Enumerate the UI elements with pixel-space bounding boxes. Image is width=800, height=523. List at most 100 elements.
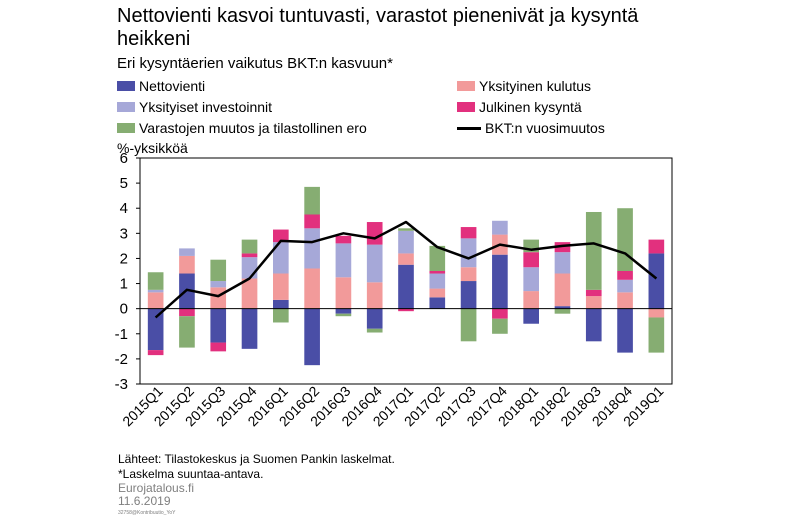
bar-segment: [335, 235, 352, 244]
bar-segment: [179, 316, 195, 348]
bar-segment: [273, 242, 289, 274]
brand-name: Eurojatalous.fi: [118, 481, 195, 495]
bar-segment: [147, 308, 164, 351]
bar-segment: [241, 253, 258, 258]
bar-segment: [304, 228, 320, 269]
y-tick-label: -3: [115, 376, 128, 393]
bar-segment: [210, 287, 227, 309]
bar-segment: [585, 289, 602, 297]
legend-swatch: [117, 81, 135, 91]
bar-segment: [648, 308, 665, 318]
bar-segment: [492, 308, 508, 319]
bar-segment: [554, 306, 571, 309]
bar-segment: [492, 318, 508, 334]
bar-segment: [429, 273, 446, 289]
bar-segment: [273, 299, 289, 309]
bar-segment: [617, 292, 633, 309]
bar-segment: [492, 254, 508, 309]
legend-label: Julkinen kysyntä: [479, 99, 582, 115]
y-tick-label: 3: [120, 225, 128, 242]
bar-segment: [179, 248, 195, 256]
y-tick-label: 6: [120, 150, 128, 167]
bar-segment: [210, 308, 227, 343]
legend-item-yksityiset-investoinnit: Yksityiset investoinnit: [117, 99, 272, 115]
bar-segment: [617, 279, 633, 293]
y-tick-label: 4: [120, 200, 128, 217]
bar-segment: [429, 288, 446, 298]
legend-label: Varastojen muutos ja tilastollinen ero: [139, 120, 367, 136]
bar-segment: [273, 273, 289, 300]
bar-segment: [273, 308, 289, 323]
chart-title: Nettovienti kasvoi tuntuvasti, varastot …: [117, 5, 639, 50]
bar-segment: [147, 272, 164, 290]
bar-segment: [366, 244, 383, 283]
legend-label: Nettovienti: [139, 78, 206, 94]
legend-swatch: [117, 123, 135, 133]
bar-segment: [617, 208, 633, 271]
bar-segment: [241, 308, 258, 349]
bar-segment: [554, 273, 571, 307]
bar-segment: [460, 238, 477, 268]
bar-segment: [398, 264, 414, 309]
bar-segment: [398, 230, 414, 254]
bar-segment: [523, 252, 539, 268]
bar-segment: [648, 239, 665, 254]
chart-sources: Lähteet: Tilastokeskus ja Suomen Pankin …: [118, 452, 395, 482]
bar-segment: [460, 308, 477, 342]
bar-segment: [617, 271, 633, 280]
bar-segment: [398, 308, 414, 312]
legend-label: Yksityiset investoinnit: [139, 99, 273, 115]
bar-segment: [554, 308, 571, 314]
bar-segment: [304, 268, 320, 309]
legend-item-bkt-vuosimuutos: BKT:n vuosimuutos: [457, 120, 605, 136]
bar-segment: [335, 313, 352, 317]
legend-swatch: [117, 102, 135, 112]
bar-segment: [241, 278, 258, 309]
bar-segment: [273, 229, 289, 243]
bar-segment: [460, 281, 477, 309]
bar-segment: [585, 296, 602, 309]
bar-segment: [429, 245, 446, 271]
brand-block: Eurojatalous.fi 11.6.2019: [118, 482, 194, 508]
chart-code: 32758@Kontribuutio_YoY: [118, 510, 176, 516]
y-tick-label: -1: [115, 326, 128, 343]
legend-item-varastojen-muutos: Varastojen muutos ja tilastollinen ero: [117, 120, 367, 136]
y-tick-label: -2: [115, 351, 128, 368]
publish-date: 11.6.2019: [118, 494, 171, 508]
bar-segment: [429, 271, 446, 274]
bar-segment: [241, 239, 258, 254]
bar-segment: [179, 308, 195, 317]
legend-item-julkinen-kysynta: Julkinen kysyntä: [457, 99, 582, 115]
y-tick-label: 0: [120, 301, 128, 318]
bar-segment: [585, 211, 602, 290]
legend-line-swatch: [457, 126, 481, 130]
bar-segment: [241, 257, 258, 279]
y-tick-label: 2: [120, 250, 128, 267]
bar-segment: [304, 214, 320, 229]
bar-segment: [335, 243, 352, 278]
legend-swatch: [457, 81, 475, 91]
bar-segment: [147, 289, 164, 293]
bar-segment: [366, 328, 383, 333]
bar-segment: [554, 252, 571, 274]
bar-segment: [304, 186, 320, 215]
bar-segment: [617, 308, 633, 353]
bar-segment: [210, 342, 227, 352]
bar-segment: [147, 350, 164, 356]
bar-segment: [366, 222, 383, 245]
bar-segment: [492, 220, 508, 235]
y-axis-unit-label: %-yksikköä: [117, 140, 188, 156]
bar-segment: [210, 259, 227, 282]
legend-label: BKT:n vuosimuutos: [485, 120, 605, 136]
legend-swatch: [457, 102, 475, 112]
bar-segment: [366, 308, 383, 329]
bar-segment: [648, 253, 665, 309]
bar-segment: [523, 267, 539, 292]
bar-segment: [335, 277, 352, 309]
bar-segment: [585, 308, 602, 342]
y-tick-label: 1: [120, 276, 128, 293]
bar-segment: [366, 282, 383, 309]
chart-legend: Nettovienti Yksityinen kulutus Yksityise…: [117, 78, 637, 140]
bar-segment: [460, 227, 477, 239]
